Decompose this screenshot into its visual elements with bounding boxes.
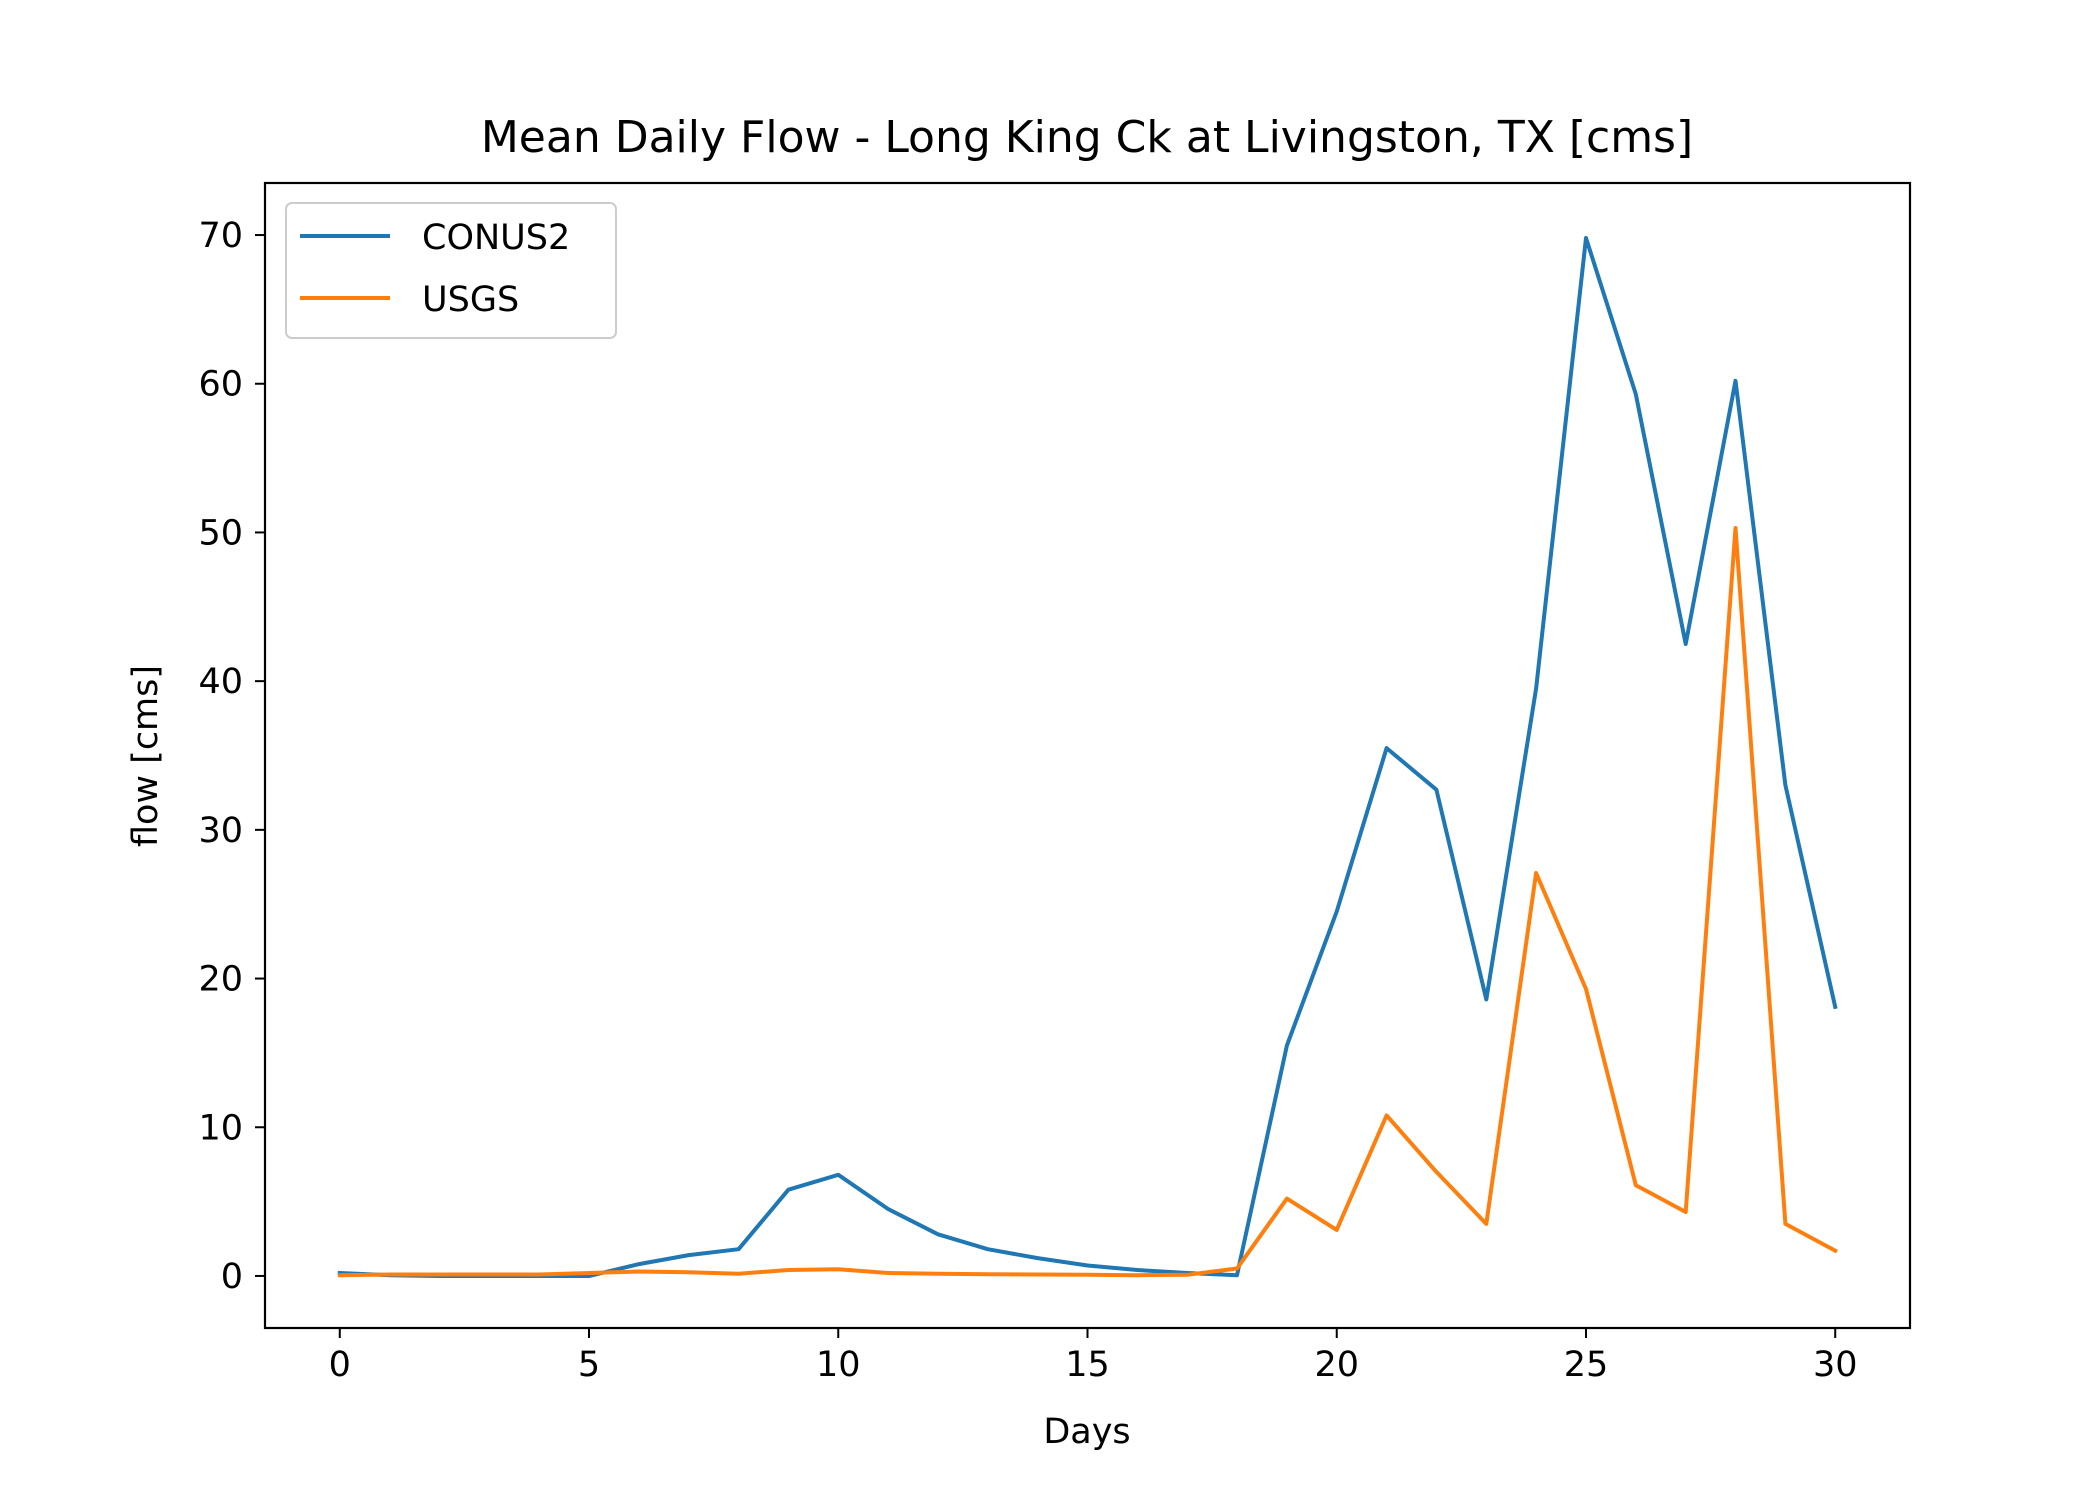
x-tick-label: 5: [578, 1345, 600, 1385]
x-tick-label: 20: [1314, 1345, 1359, 1385]
y-tick-label: 50: [198, 513, 243, 553]
legend-label-usgs: USGS: [422, 280, 519, 320]
y-axis: 0 10 20 30 40 50 60 70: [198, 216, 265, 1297]
legend-label-conus2: CONUS2: [422, 218, 570, 258]
y-tick-label: 0: [221, 1257, 243, 1297]
x-tick-label: 25: [1564, 1345, 1609, 1385]
chart-title: Mean Daily Flow - Long King Ck at Living…: [481, 112, 1693, 163]
x-axis-label: Days: [1043, 1412, 1130, 1452]
y-axis-label: flow [cms]: [126, 665, 166, 847]
y-tick-label: 60: [198, 365, 243, 405]
series-line-usgs: [337, 526, 1838, 1278]
y-tick-label: 70: [198, 216, 243, 256]
x-tick-label: 30: [1813, 1345, 1858, 1385]
y-tick-label: 10: [198, 1108, 243, 1148]
y-tick-label: 30: [198, 811, 243, 851]
x-axis: 0 5 10 15 20 25 30: [329, 1328, 1858, 1385]
x-tick-label: 0: [329, 1345, 351, 1385]
legend: CONUS2 USGS: [285, 202, 617, 339]
y-tick-label: 20: [198, 960, 243, 1000]
x-tick-label: 10: [816, 1345, 861, 1385]
x-tick-label: 15: [1065, 1345, 1110, 1385]
series-line-conus2: [337, 236, 1838, 1278]
y-tick-label: 40: [198, 662, 243, 702]
series-layer: [337, 236, 1838, 1278]
